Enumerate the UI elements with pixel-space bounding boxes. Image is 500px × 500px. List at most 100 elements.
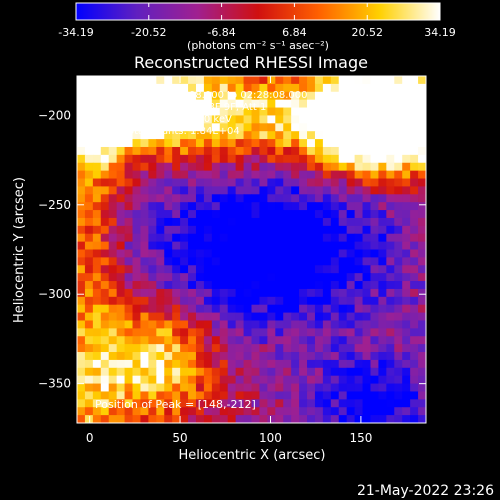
heatmap-cell	[77, 296, 86, 306]
heatmap-cell	[378, 296, 387, 306]
heatmap-cell	[124, 162, 134, 172]
heatmap-cell	[378, 194, 387, 203]
heatmap-cell	[140, 186, 149, 195]
heatmap-cell	[156, 312, 165, 322]
heatmap-cell	[172, 344, 181, 353]
heatmap-cell	[330, 407, 340, 416]
heatmap-cell	[211, 383, 221, 393]
heatmap-cell	[77, 375, 86, 385]
heatmap-cell	[195, 249, 205, 258]
heatmap-cell	[299, 115, 308, 124]
heatmap-cell	[92, 391, 102, 400]
heatmap-cell	[108, 320, 118, 329]
heatmap-cell	[291, 352, 300, 361]
heatmap-cell	[386, 139, 395, 148]
heatmap-cell	[322, 257, 332, 266]
heatmap-cell	[124, 336, 134, 345]
heatmap-cell	[307, 115, 316, 124]
heatmap-cell	[227, 91, 237, 101]
heatmap-cell	[322, 383, 332, 393]
heatmap-cell	[291, 415, 300, 423]
heatmap-cell	[259, 399, 268, 408]
heatmap-cell	[394, 170, 403, 180]
heatmap-cell	[235, 162, 245, 172]
heatmap-cell	[140, 83, 149, 93]
heatmap-cell	[386, 304, 395, 314]
heatmap-cell	[386, 154, 395, 164]
heatmap-cell	[394, 146, 403, 156]
heatmap-cell	[219, 202, 229, 211]
heatmap-cell	[140, 139, 149, 148]
heatmap-cell	[243, 186, 253, 195]
heatmap-cell	[354, 375, 364, 385]
heatmap-cell	[346, 383, 356, 393]
heatmap-cell	[275, 375, 284, 385]
heatmap-cell	[394, 257, 403, 266]
heatmap-cell	[251, 186, 261, 195]
heatmap-cell	[267, 249, 276, 258]
heatmap-cell	[172, 139, 181, 148]
heatmap-cell	[267, 304, 276, 314]
heatmap-cell	[132, 139, 142, 148]
heatmap-cell	[378, 375, 387, 385]
heatmap-cell	[354, 328, 364, 337]
heatmap-cell	[92, 375, 102, 385]
heatmap-cell	[346, 202, 356, 211]
heatmap-cell	[156, 367, 165, 377]
heatmap-cell	[322, 210, 332, 219]
heatmap-cell	[188, 344, 197, 353]
heatmap-cell	[386, 186, 395, 195]
heatmap-cell	[362, 186, 372, 195]
heatmap-cell	[156, 123, 165, 132]
heatmap-cell	[314, 217, 324, 227]
heatmap-cell	[338, 115, 348, 124]
heatmap-cell	[354, 217, 364, 227]
heatmap-cell	[338, 91, 348, 101]
heatmap-cell	[267, 210, 276, 219]
heatmap-cell	[330, 359, 340, 369]
heatmap-cell	[211, 233, 221, 243]
heatmap-cell	[77, 186, 86, 195]
heatmap-cell	[188, 312, 197, 322]
heatmap-cell	[394, 139, 403, 148]
heatmap-cell	[203, 76, 213, 85]
heatmap-cell	[307, 202, 316, 211]
heatmap-cell	[362, 367, 372, 377]
x-tick-label: 100	[259, 431, 282, 445]
heatmap-cell	[116, 399, 126, 408]
heatmap-cell	[267, 383, 276, 393]
heatmap-cell	[299, 76, 308, 85]
heatmap-cell	[346, 107, 356, 117]
heatmap-cell	[362, 210, 372, 219]
heatmap-cell	[116, 91, 126, 101]
heatmap-cell	[77, 281, 86, 290]
heatmap-cell	[77, 115, 86, 124]
heatmap-cell	[148, 367, 157, 377]
heatmap-cell	[180, 375, 189, 385]
heatmap-cell	[92, 352, 102, 361]
heatmap-cell	[188, 99, 197, 109]
heatmap-cell	[354, 186, 364, 195]
heatmap-cell	[402, 83, 411, 93]
heatmap-cell	[77, 391, 86, 400]
heatmap-cell	[148, 186, 157, 195]
heatmap-cell	[77, 178, 86, 188]
heatmap-cell	[394, 154, 403, 164]
heatmap-cell	[291, 91, 300, 101]
heatmap-cell	[386, 217, 395, 227]
heatmap-cell	[235, 202, 245, 211]
heatmap-cell	[156, 178, 165, 188]
heatmap-cell	[402, 375, 411, 385]
heatmap-cell	[195, 194, 205, 203]
heatmap-cell	[338, 375, 348, 385]
heatmap-cell	[330, 265, 340, 274]
heatmap-cell	[259, 407, 268, 416]
heatmap-cell	[251, 375, 261, 385]
heatmap-cell	[378, 288, 387, 298]
heatmap-cell	[307, 296, 316, 306]
heatmap-cell	[259, 352, 268, 361]
heatmap-cell	[180, 202, 189, 211]
heatmap-cell	[116, 407, 126, 416]
heatmap-cell	[219, 139, 229, 148]
heatmap-cell	[307, 178, 316, 188]
